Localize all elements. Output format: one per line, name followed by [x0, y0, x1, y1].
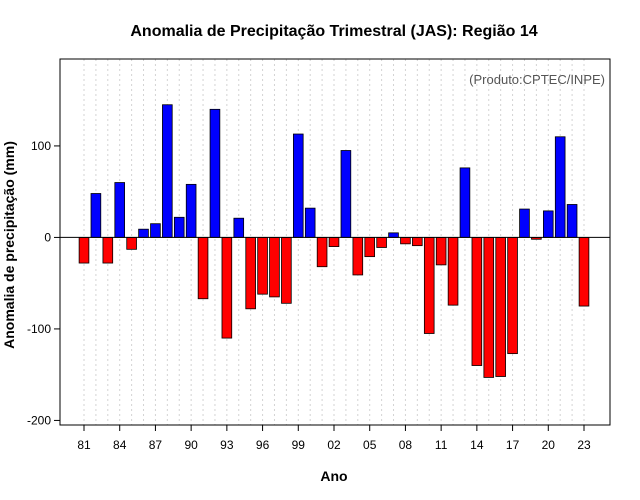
bar-2011: [435, 237, 447, 266]
bar-1982: [90, 193, 102, 238]
x-tick-label-08: 08: [399, 438, 413, 452]
grid-lines: [83, 59, 585, 425]
bar-1995: [245, 237, 256, 310]
bar-1984: [114, 182, 125, 238]
bar-2007: [388, 232, 399, 238]
x-axis: 81 84 87 90 93 96 99 02 05 08 11 14 17 20 23: [77, 425, 591, 452]
x-tick-label-81: 81: [77, 438, 91, 452]
x-tick-label-05: 05: [363, 438, 377, 452]
bar-2021: [554, 136, 566, 238]
y-axis: -200 -100 0 100: [27, 139, 60, 427]
y-tick-label--100: -100: [27, 322, 51, 336]
bar-1992: [209, 108, 221, 238]
bar-2022: [566, 204, 578, 238]
bar-2009: [412, 237, 423, 247]
bar-2001: [316, 237, 328, 268]
bar-1981: [78, 237, 90, 264]
bar-1991: [197, 237, 209, 300]
bar-1993: [221, 237, 233, 339]
x-tick-label-87: 87: [149, 438, 163, 452]
bar-1997: [269, 237, 280, 298]
bar-2003: [340, 150, 352, 238]
bar-2020: [543, 210, 554, 238]
bar-1987: [150, 223, 161, 238]
bar-2004: [352, 237, 364, 276]
y-tick-label--200: -200: [27, 413, 51, 427]
x-tick-label-02: 02: [327, 438, 341, 452]
bar-1998: [281, 237, 292, 304]
bar-2017: [507, 237, 518, 355]
bar-1983: [102, 237, 114, 264]
x-tick-label-84: 84: [113, 438, 127, 452]
bar-2018: [519, 208, 530, 238]
x-tick-label-99: 99: [292, 438, 306, 452]
y-tick-label-100: 100: [31, 139, 51, 153]
bar-1996: [257, 237, 268, 295]
x-tick-label-17: 17: [506, 438, 520, 452]
bars: [78, 104, 590, 378]
bar-2006: [376, 237, 387, 248]
bar-2016: [495, 237, 506, 377]
x-tick-label-11: 11: [435, 438, 448, 452]
bar-2023: [578, 237, 590, 307]
bar-2012: [447, 237, 459, 306]
bar-1986: [138, 228, 149, 238]
credit-text: (Produto:CPTEC/INPE): [469, 72, 605, 87]
bar-2010: [423, 237, 435, 334]
y-axis-label: Anomalia de precipitação (mm): [1, 141, 17, 349]
bar-1990: [185, 183, 197, 238]
bar-1999: [292, 133, 304, 238]
x-tick-label-96: 96: [256, 438, 270, 452]
plot-area-frame: [59, 58, 611, 426]
x-tick-label-14: 14: [470, 438, 484, 452]
x-axis-label: Ano: [320, 468, 347, 484]
bar-2002: [328, 237, 340, 247]
bar-2014: [471, 237, 483, 366]
bar-1988: [162, 104, 173, 238]
chart-title: Anomalia de Precipitação Trimestral (JAS…: [130, 23, 537, 40]
y-tick-label-0: 0: [44, 230, 51, 244]
x-tick-label-93: 93: [220, 438, 234, 452]
bar-2008: [400, 237, 411, 245]
x-tick-label-20: 20: [542, 438, 556, 452]
bar-1994: [233, 217, 245, 238]
bar-2015: [483, 237, 495, 378]
bar-1985: [126, 237, 137, 250]
bar-2000: [304, 207, 316, 238]
x-tick-label-90: 90: [184, 438, 198, 452]
x-tick-label-23: 23: [577, 438, 591, 452]
bar-1989: [173, 216, 185, 238]
bar-2005: [364, 237, 375, 258]
bar-2013: [459, 167, 471, 238]
